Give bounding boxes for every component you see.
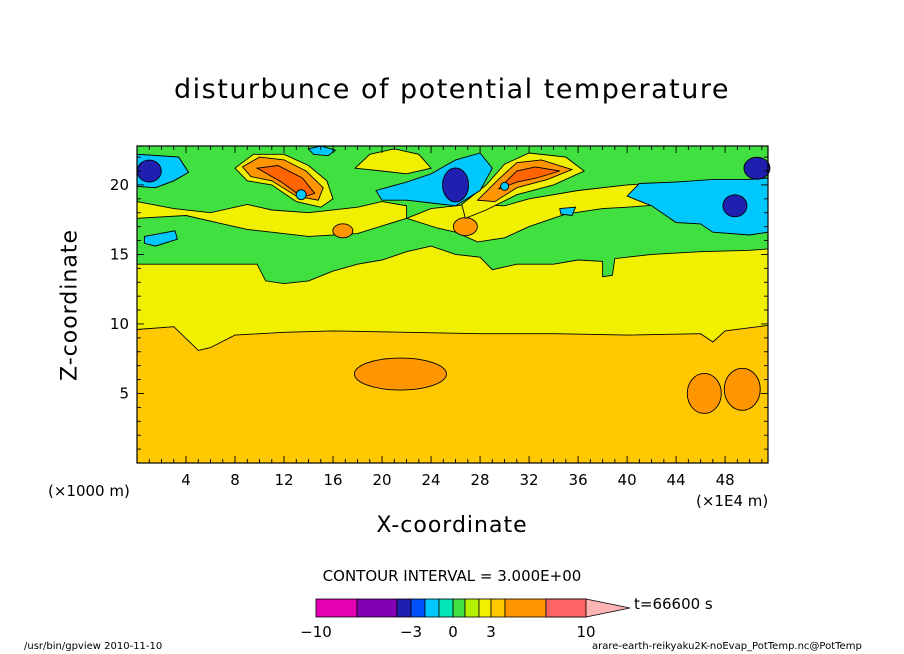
- colorbar-segment: [410, 598, 426, 618]
- y-tick-label: 15: [110, 245, 129, 263]
- warm-tongue-right-inner: [498, 166, 560, 190]
- colorbar-segment: [452, 598, 466, 618]
- y-tick-label: 5: [119, 384, 129, 402]
- contour-interval-label: CONTOUR INTERVAL = 3.000E+00: [322, 567, 582, 585]
- cold-patch-5: [559, 206, 577, 216]
- y-axis-label: Z-coordinate: [57, 229, 83, 381]
- colorbar-tick-label: −3: [400, 623, 422, 641]
- x-tick-label: 24: [422, 471, 441, 489]
- y-tick-label: 10: [110, 315, 129, 333]
- colorbar-segment: [438, 598, 454, 618]
- colorbar-segment: [504, 598, 547, 618]
- yellow-patch-2: [354, 148, 432, 175]
- orange-blob-2: [686, 373, 722, 414]
- warm-core-left: [295, 189, 307, 201]
- cold-core-far-right: [743, 156, 771, 180]
- colorbar-segment: [356, 598, 398, 618]
- x-tick-label: 8: [230, 471, 240, 489]
- x-tick-label: 36: [569, 471, 588, 489]
- x-axis-label: X-coordinate: [376, 513, 528, 538]
- colorbar-segment: [464, 598, 480, 618]
- x-tick-label: 12: [274, 471, 293, 489]
- footer-program-date: /usr/bin/gpview 2010-11-10: [24, 641, 163, 652]
- plot-frame: [136, 145, 769, 464]
- warm-core-right: [500, 181, 510, 191]
- x-unit-label: (×1000 m): [48, 482, 130, 500]
- footer-file-name: arare-earth-reikyaku2K-noEvap_PotTemp.nc…: [592, 641, 862, 652]
- chart-title: disturbunce of potential temperature: [174, 74, 730, 105]
- colorbar-tick-label: 0: [448, 623, 458, 641]
- orange-blob-4: [452, 217, 478, 237]
- x-tick-label: 40: [618, 471, 637, 489]
- cold-core-center: [442, 167, 470, 203]
- colorbar-arrow: [585, 598, 631, 618]
- cold-patch-4: [143, 230, 178, 247]
- x-tick-label: 32: [520, 471, 539, 489]
- colorbar-tick-label: 3: [486, 623, 496, 641]
- x-tick-label: 4: [181, 471, 191, 489]
- x-tick-label: 48: [716, 471, 735, 489]
- colorbar-segment: [478, 598, 492, 618]
- colorbar-segment: [315, 598, 358, 618]
- x-tick-label: 20: [373, 471, 392, 489]
- x-scale-label: (×1E4 m): [696, 492, 769, 510]
- cold-core-right: [722, 194, 748, 218]
- colorbar-tick-label: 10: [576, 623, 595, 641]
- colorbar-segment: [396, 598, 412, 618]
- colorbar-segment: [490, 598, 506, 618]
- orange-blob-5: [332, 223, 354, 239]
- x-tick-label: 16: [323, 471, 342, 489]
- y-tick-label: 20: [110, 176, 129, 194]
- x-tick-label: 44: [667, 471, 686, 489]
- colorbar-tick-label: −10: [300, 623, 332, 641]
- contour-line-0: [136, 324, 769, 351]
- time-label: t=66600 s: [634, 595, 713, 613]
- contour-line-minus3: [137, 245, 769, 285]
- orange-blob-1: [353, 357, 447, 391]
- colorbar-segment: [424, 598, 440, 618]
- contour-lines: [136, 245, 769, 351]
- colorbar: −10 −3 0 3 10: [300, 598, 631, 641]
- orange-blob-3: [723, 367, 761, 411]
- x-tick-label: 28: [471, 471, 490, 489]
- contour-fills: [136, 145, 771, 463]
- colorbar-segment: [545, 598, 587, 618]
